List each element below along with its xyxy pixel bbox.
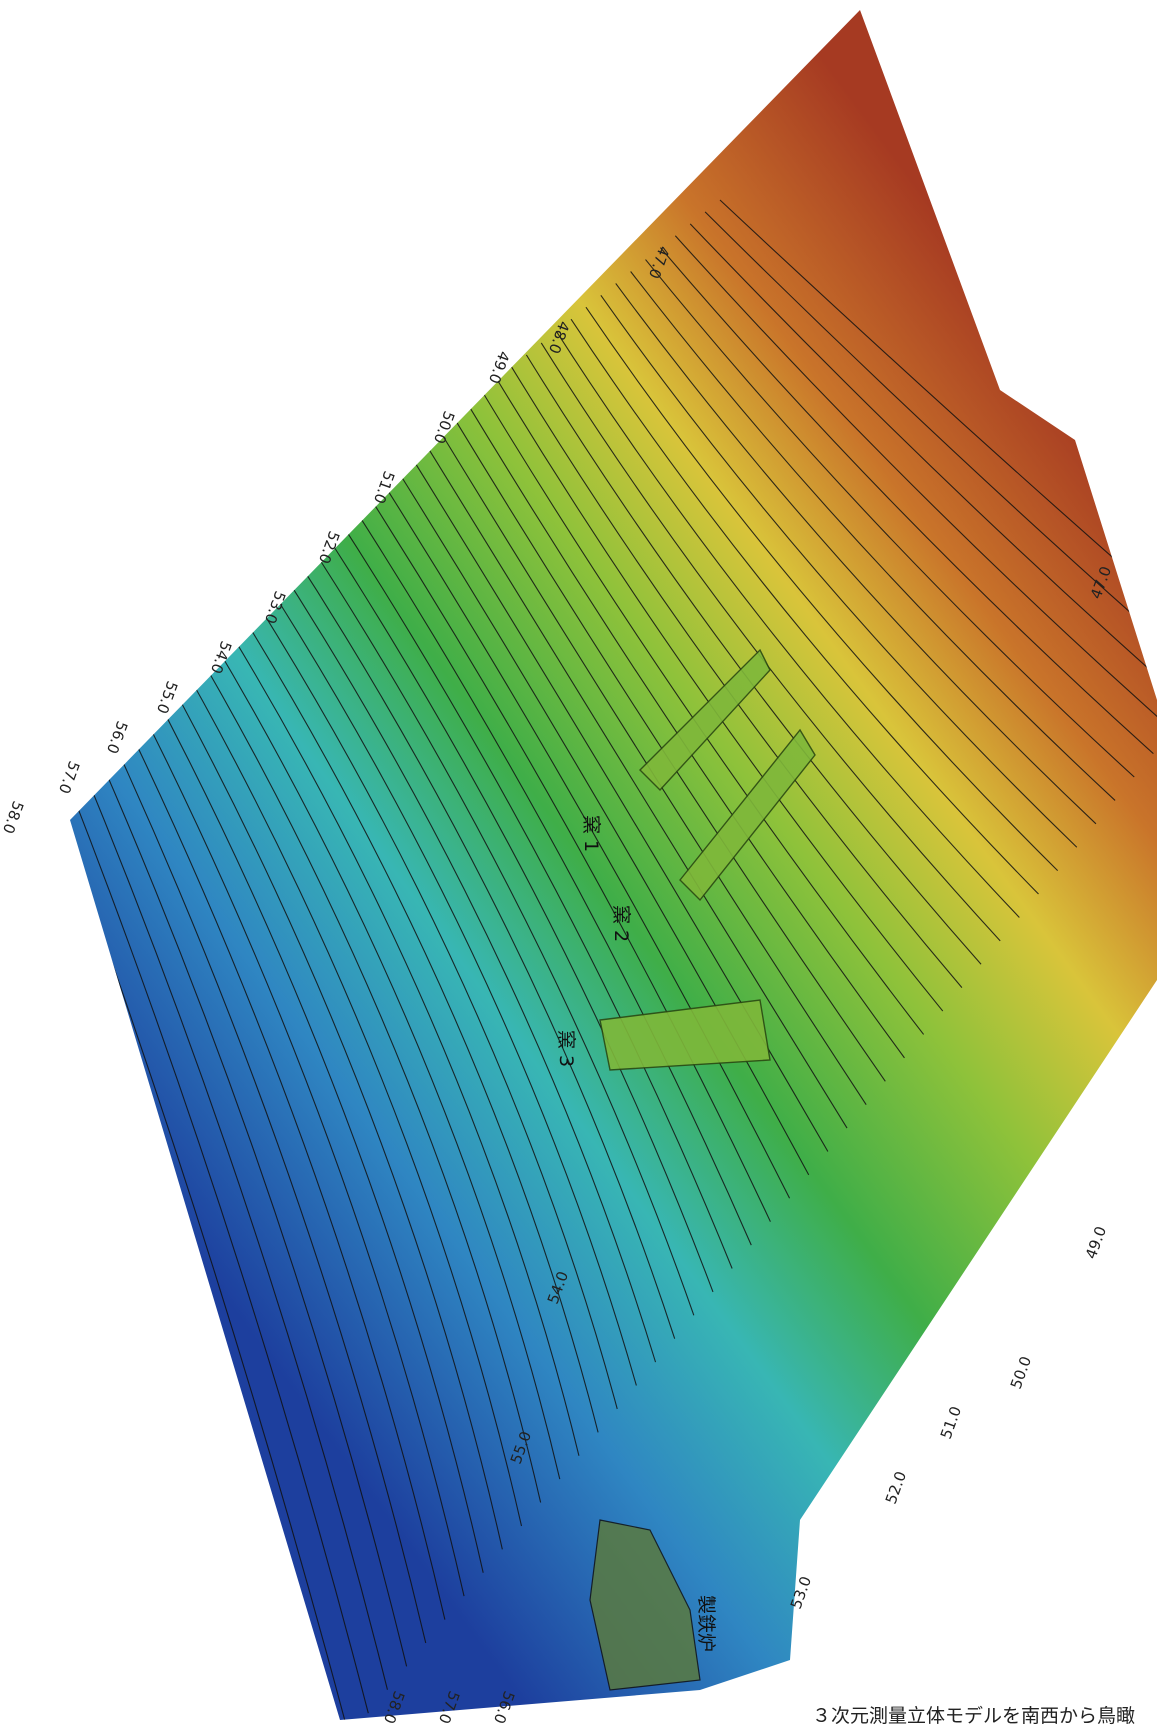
kiln-1-mound (639, 648, 771, 792)
contour-line (362, 485, 771, 1222)
contour-line (391, 461, 810, 1176)
contour-line (615, 283, 1097, 825)
contour-line (421, 438, 848, 1129)
contour-line (302, 533, 695, 1316)
contour-line (719, 199, 1157, 661)
contour-lines (70, 199, 1157, 1720)
contour-line (570, 318, 1039, 895)
kiln-3-mound (599, 999, 771, 1071)
contour-line (123, 676, 465, 1597)
contour-line (406, 449, 829, 1152)
contour-line (153, 652, 503, 1550)
contour-line (287, 545, 676, 1339)
contour-label: 57.0 (55, 759, 83, 797)
furnace-outline (589, 1519, 701, 1691)
contour-line (213, 604, 580, 1456)
contour-line (108, 688, 446, 1620)
contour-line (138, 664, 484, 1573)
contour-line (600, 295, 1078, 848)
kiln-2-mound (679, 728, 816, 902)
kiln-1-label: 窯 1 (580, 815, 602, 852)
contour-line (376, 473, 791, 1199)
contour-line (630, 271, 1116, 801)
contour-line (347, 497, 752, 1246)
contour-line (317, 521, 714, 1293)
contour-line (168, 640, 523, 1527)
furnace-structure (589, 1519, 701, 1691)
contour-line (645, 259, 1135, 778)
contour-line (511, 366, 963, 989)
contour-label: 58.0 (0, 799, 27, 837)
contour-line (257, 569, 637, 1386)
contour-line (272, 557, 657, 1363)
contour-line (228, 592, 599, 1433)
contour-line (525, 354, 982, 965)
contour-line (70, 735, 369, 1714)
contour-line (555, 330, 1020, 918)
contour-line (496, 378, 944, 1012)
contour-label: 49.0 (1082, 1224, 1110, 1262)
contour-line (242, 580, 618, 1410)
contour-line (481, 390, 925, 1035)
contour-line (198, 616, 561, 1480)
contour-line (79, 712, 408, 1667)
contour-line (585, 306, 1059, 872)
contour-line (674, 235, 1157, 731)
contour-label: 50.0 (1007, 1354, 1035, 1392)
contour-line (540, 342, 1001, 942)
contour-line (332, 509, 733, 1269)
contour-line (183, 628, 542, 1503)
furnace-label: 製鉄炉 (695, 1595, 717, 1652)
contour-line (70, 724, 388, 1690)
kiln-3-label: 窯 3 (555, 1030, 577, 1067)
contour-line (660, 247, 1154, 755)
contour-line (689, 223, 1157, 708)
terrain-surface (70, 10, 1157, 1720)
contour-label: 52.0 (882, 1469, 910, 1507)
kiln-mounds (599, 648, 816, 1071)
kiln-2-label: 窯 2 (610, 905, 632, 942)
contour-line (93, 700, 427, 1644)
contour-label: 51.0 (937, 1404, 965, 1442)
figure-caption: ３次元測量立体モデルを南西から鳥瞰 (811, 1705, 1135, 1727)
contour-label: 56.0 (103, 719, 131, 757)
